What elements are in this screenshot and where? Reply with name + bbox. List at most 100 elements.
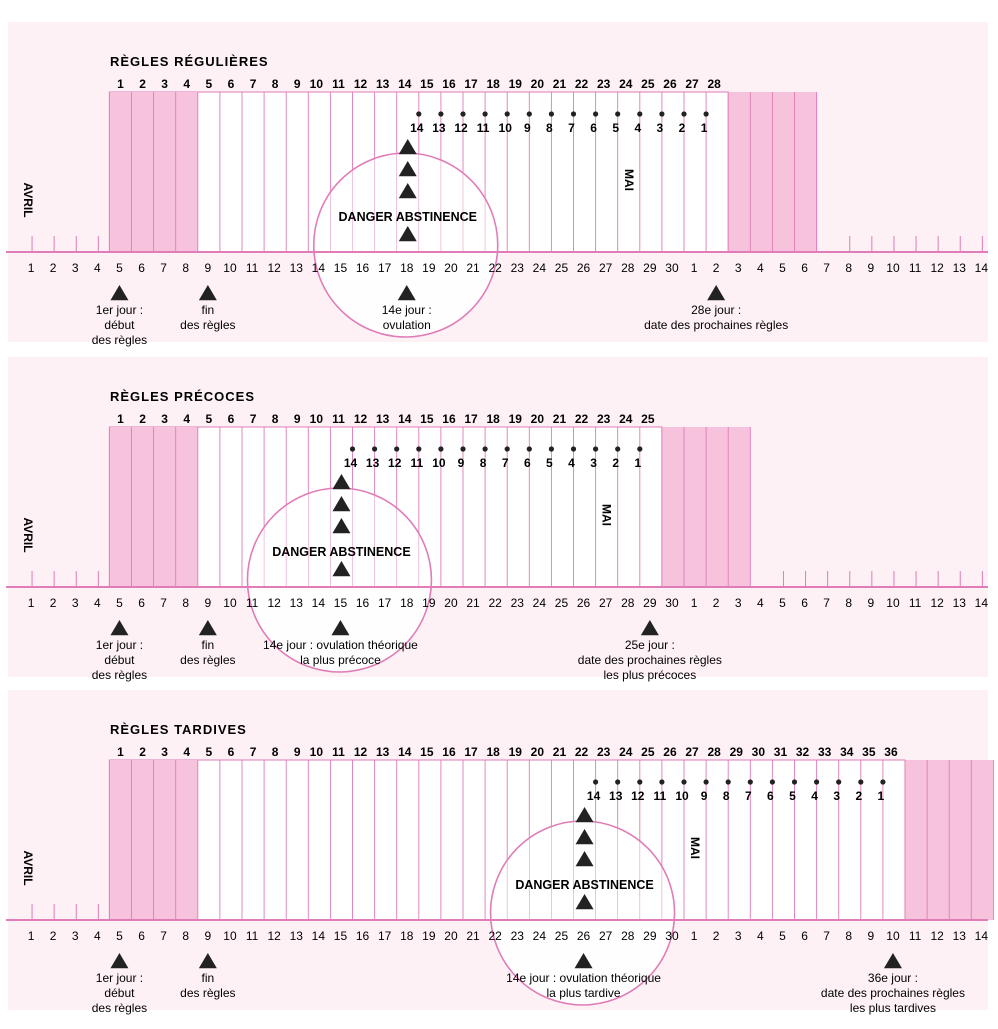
cycle-day-number: 22 (575, 77, 589, 91)
calendar-date: 27 (599, 929, 613, 943)
calendar-date: 15 (334, 261, 348, 275)
marker-label-line: fin (202, 303, 215, 317)
countdown-dot (659, 111, 665, 117)
countdown-dot (681, 111, 687, 117)
countdown-number: 3 (657, 121, 664, 135)
calendar-date: 3 (72, 929, 79, 943)
calendar-date: 16 (356, 261, 370, 275)
calendar-date: 4 (94, 596, 101, 610)
calendar-date: 16 (356, 596, 370, 610)
calendar-date: 13 (290, 261, 304, 275)
marker-arrow (640, 620, 659, 636)
cycle-day-number: 14 (398, 412, 412, 426)
cycle-day-number: 24 (619, 412, 633, 426)
marker-label-line: 1er jour : (96, 971, 143, 985)
marker-label-line: des règles (92, 333, 147, 347)
calendar-date: 22 (488, 596, 502, 610)
countdown-dot (394, 446, 400, 452)
ovulation-arrow (332, 518, 351, 534)
calendar-date: 17 (378, 929, 392, 943)
calendar-date: 14 (312, 596, 326, 610)
cycle-day-number: 11 (332, 745, 345, 759)
cycle-day-number: 10 (310, 412, 324, 426)
cycle-day-number: 16 (442, 745, 456, 759)
countdown-number: 8 (546, 121, 553, 135)
calendar-date: 11 (246, 929, 259, 943)
cycle-day-number: 3 (161, 745, 168, 759)
calendar-date: 12 (930, 596, 944, 610)
countdown-number: 14 (410, 121, 424, 135)
countdown-number: 1 (634, 456, 641, 470)
calendar-date: 1 (28, 261, 35, 275)
countdown-number: 14 (587, 789, 601, 803)
countdown-number: 13 (609, 789, 623, 803)
calendar-date: 3 (735, 261, 742, 275)
cycle-day-number: 5 (206, 412, 213, 426)
cycle-day-number: 15 (420, 77, 434, 91)
countdown-number: 6 (524, 456, 531, 470)
cycle-day-number: 9 (294, 77, 301, 91)
cycle-day-number: 9 (294, 745, 301, 759)
cycle-day-number: 18 (486, 77, 500, 91)
ovulation-arrow (332, 561, 351, 577)
countdown-number: 11 (654, 789, 667, 803)
calendar-date: 2 (50, 596, 57, 610)
calendar-date: 29 (643, 929, 657, 943)
countdown-number: 12 (388, 456, 402, 470)
calendar-date: 15 (334, 929, 348, 943)
calendar-date: 5 (116, 596, 123, 610)
cycle-day-number: 18 (486, 412, 500, 426)
marker-arrow (198, 285, 217, 301)
calendar-date: 3 (72, 261, 79, 275)
calendar-date: 18 (400, 929, 414, 943)
marker-label-line: date des prochaines règles (644, 318, 788, 332)
calendar-date: 2 (713, 596, 720, 610)
calendar-date: 13 (290, 929, 304, 943)
calendar-date: 29 (643, 261, 657, 275)
calendar-date: 4 (94, 261, 101, 275)
countdown-number: 2 (855, 789, 862, 803)
calendar-date: 11 (246, 261, 259, 275)
calendar-date: 4 (94, 929, 101, 943)
countdown-dot (615, 779, 621, 785)
cycle-day-number: 15 (420, 412, 434, 426)
countdown-number: 5 (546, 456, 553, 470)
cycle-day-number: 8 (272, 77, 279, 91)
calendar-date: 24 (533, 261, 547, 275)
cycle-day-number: 6 (228, 77, 235, 91)
ovulation-arrow (332, 474, 351, 490)
calendar-date: 6 (801, 261, 808, 275)
cycle-day-number: 21 (553, 412, 567, 426)
calendar-date: 25 (555, 261, 569, 275)
countdown-number: 11 (410, 456, 423, 470)
countdown-dot (570, 111, 577, 117)
marker-arrow (574, 953, 593, 969)
cycle-day-number: 17 (464, 77, 478, 91)
countdown-number: 3 (590, 456, 597, 470)
danger-abstinence-label: DANGER ABSTINENCE (515, 878, 653, 892)
calendar-date: 1 (28, 929, 35, 943)
countdown-dot (526, 446, 532, 452)
cycle-day-number: 2 (139, 77, 146, 91)
cycle-day-number: 29 (730, 745, 744, 759)
calendar-date: 5 (779, 929, 786, 943)
calendar-date: 8 (182, 929, 189, 943)
calendar-date: 8 (182, 261, 189, 275)
calendar-date: 2 (713, 261, 720, 275)
countdown-dot (482, 111, 488, 117)
calendar-date: 7 (160, 261, 167, 275)
cycle-day-number: 35 (862, 745, 876, 759)
cycle-day-number: 9 (294, 412, 301, 426)
cycle-day-number: 27 (685, 77, 699, 91)
calendar-date: 3 (72, 596, 79, 610)
calendar-date: 5 (116, 929, 123, 943)
countdown-number: 14 (344, 456, 358, 470)
cycle-day-number: 19 (509, 77, 523, 91)
cycle-day-number: 2 (139, 745, 146, 759)
calendar-date: 8 (845, 261, 852, 275)
countdown-number: 10 (432, 456, 446, 470)
countdown-number: 12 (454, 121, 468, 135)
cycle-day-number: 16 (442, 77, 456, 91)
countdown-number: 7 (745, 789, 752, 803)
